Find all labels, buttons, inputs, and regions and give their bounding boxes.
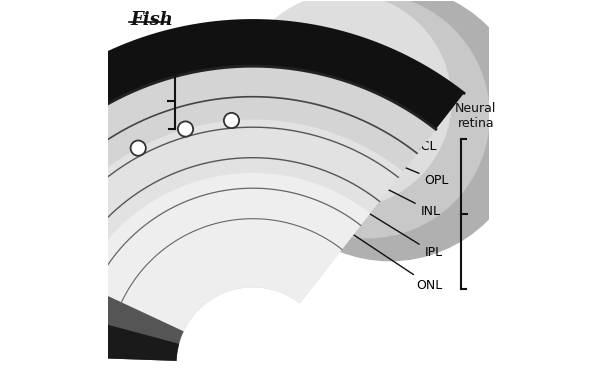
Text: Retinal
progenitors: Retinal progenitors [0, 383, 1, 384]
Text: INL
stem cells: INL stem cells [0, 383, 1, 384]
Text: ONL: ONL [314, 209, 443, 292]
Polygon shape [9, 119, 403, 361]
Circle shape [253, 0, 527, 261]
Text: Retinal
stem cells: Retinal stem cells [0, 383, 1, 384]
Circle shape [224, 113, 239, 128]
Circle shape [0, 313, 4, 324]
Text: Lens: Lens [333, 74, 368, 89]
Circle shape [131, 141, 146, 156]
Text: INL: INL [288, 139, 441, 218]
Text: Fish: Fish [131, 11, 174, 29]
Circle shape [245, 0, 489, 238]
Circle shape [24, 306, 36, 318]
Polygon shape [0, 238, 184, 361]
Polygon shape [0, 20, 464, 353]
Text: RPE: RPE [0, 383, 1, 384]
Text: Neural
retina: Neural retina [455, 102, 497, 130]
Circle shape [54, 276, 66, 288]
Text: IPL: IPL [304, 174, 442, 260]
Text: CMZ: CMZ [145, 118, 173, 131]
Text: GCL: GCL [174, 109, 436, 153]
Circle shape [238, 0, 451, 207]
Circle shape [21, 275, 33, 288]
Text: OPL: OPL [257, 106, 449, 187]
Polygon shape [62, 173, 370, 361]
Polygon shape [0, 66, 436, 361]
Circle shape [178, 121, 193, 137]
Polygon shape [0, 286, 179, 361]
